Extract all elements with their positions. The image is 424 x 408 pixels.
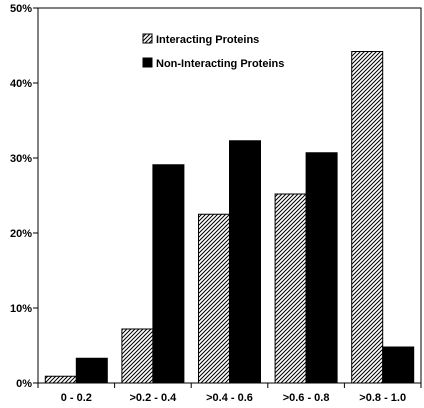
y-tick-label: 40% (10, 78, 32, 90)
bar-non-interacting (229, 140, 261, 384)
bars (44, 51, 415, 384)
bar-interacting (351, 51, 384, 384)
y-tick-label: 20% (10, 228, 32, 240)
x-tick-label: >0.4 - 0.6 (206, 392, 253, 404)
bar-interacting (198, 213, 230, 384)
x-tick-label: >0.2 - 0.4 (130, 392, 178, 404)
legend-label: Interacting Proteins (156, 34, 259, 46)
x-tick-label: 0 - 0.2 (61, 392, 92, 404)
bar-interacting (274, 193, 307, 384)
y-tick-label: 30% (10, 153, 32, 165)
bar-non-interacting (305, 152, 338, 384)
x-tick-label: >0.8 - 1.0 (359, 392, 406, 404)
bar-non-interacting (75, 357, 108, 384)
y-tick-label: 50% (10, 3, 32, 15)
y-tick-label: 0% (16, 378, 32, 390)
legend-swatch (142, 33, 153, 44)
legend: Interacting Proteins Non-Interacting Prot… (142, 33, 284, 70)
x-tick-label: >0.6 - 0.8 (283, 392, 330, 404)
y-tick-label: 10% (10, 303, 32, 315)
x-axis: 0 - 0.2 >0.2 - 0.4 >0.4 - 0.6 >0.6 - 0.8 >0.… (37, 383, 422, 404)
bar-interacting (44, 375, 77, 384)
bar-non-interacting (382, 346, 415, 384)
legend-swatch (142, 57, 153, 68)
y-axis: 0% 10% 20% 30% 40% 50% (10, 3, 38, 390)
bar-non-interacting (152, 164, 185, 384)
bar-interacting (121, 328, 154, 384)
legend-label: Non-Interacting Proteins (156, 58, 284, 70)
